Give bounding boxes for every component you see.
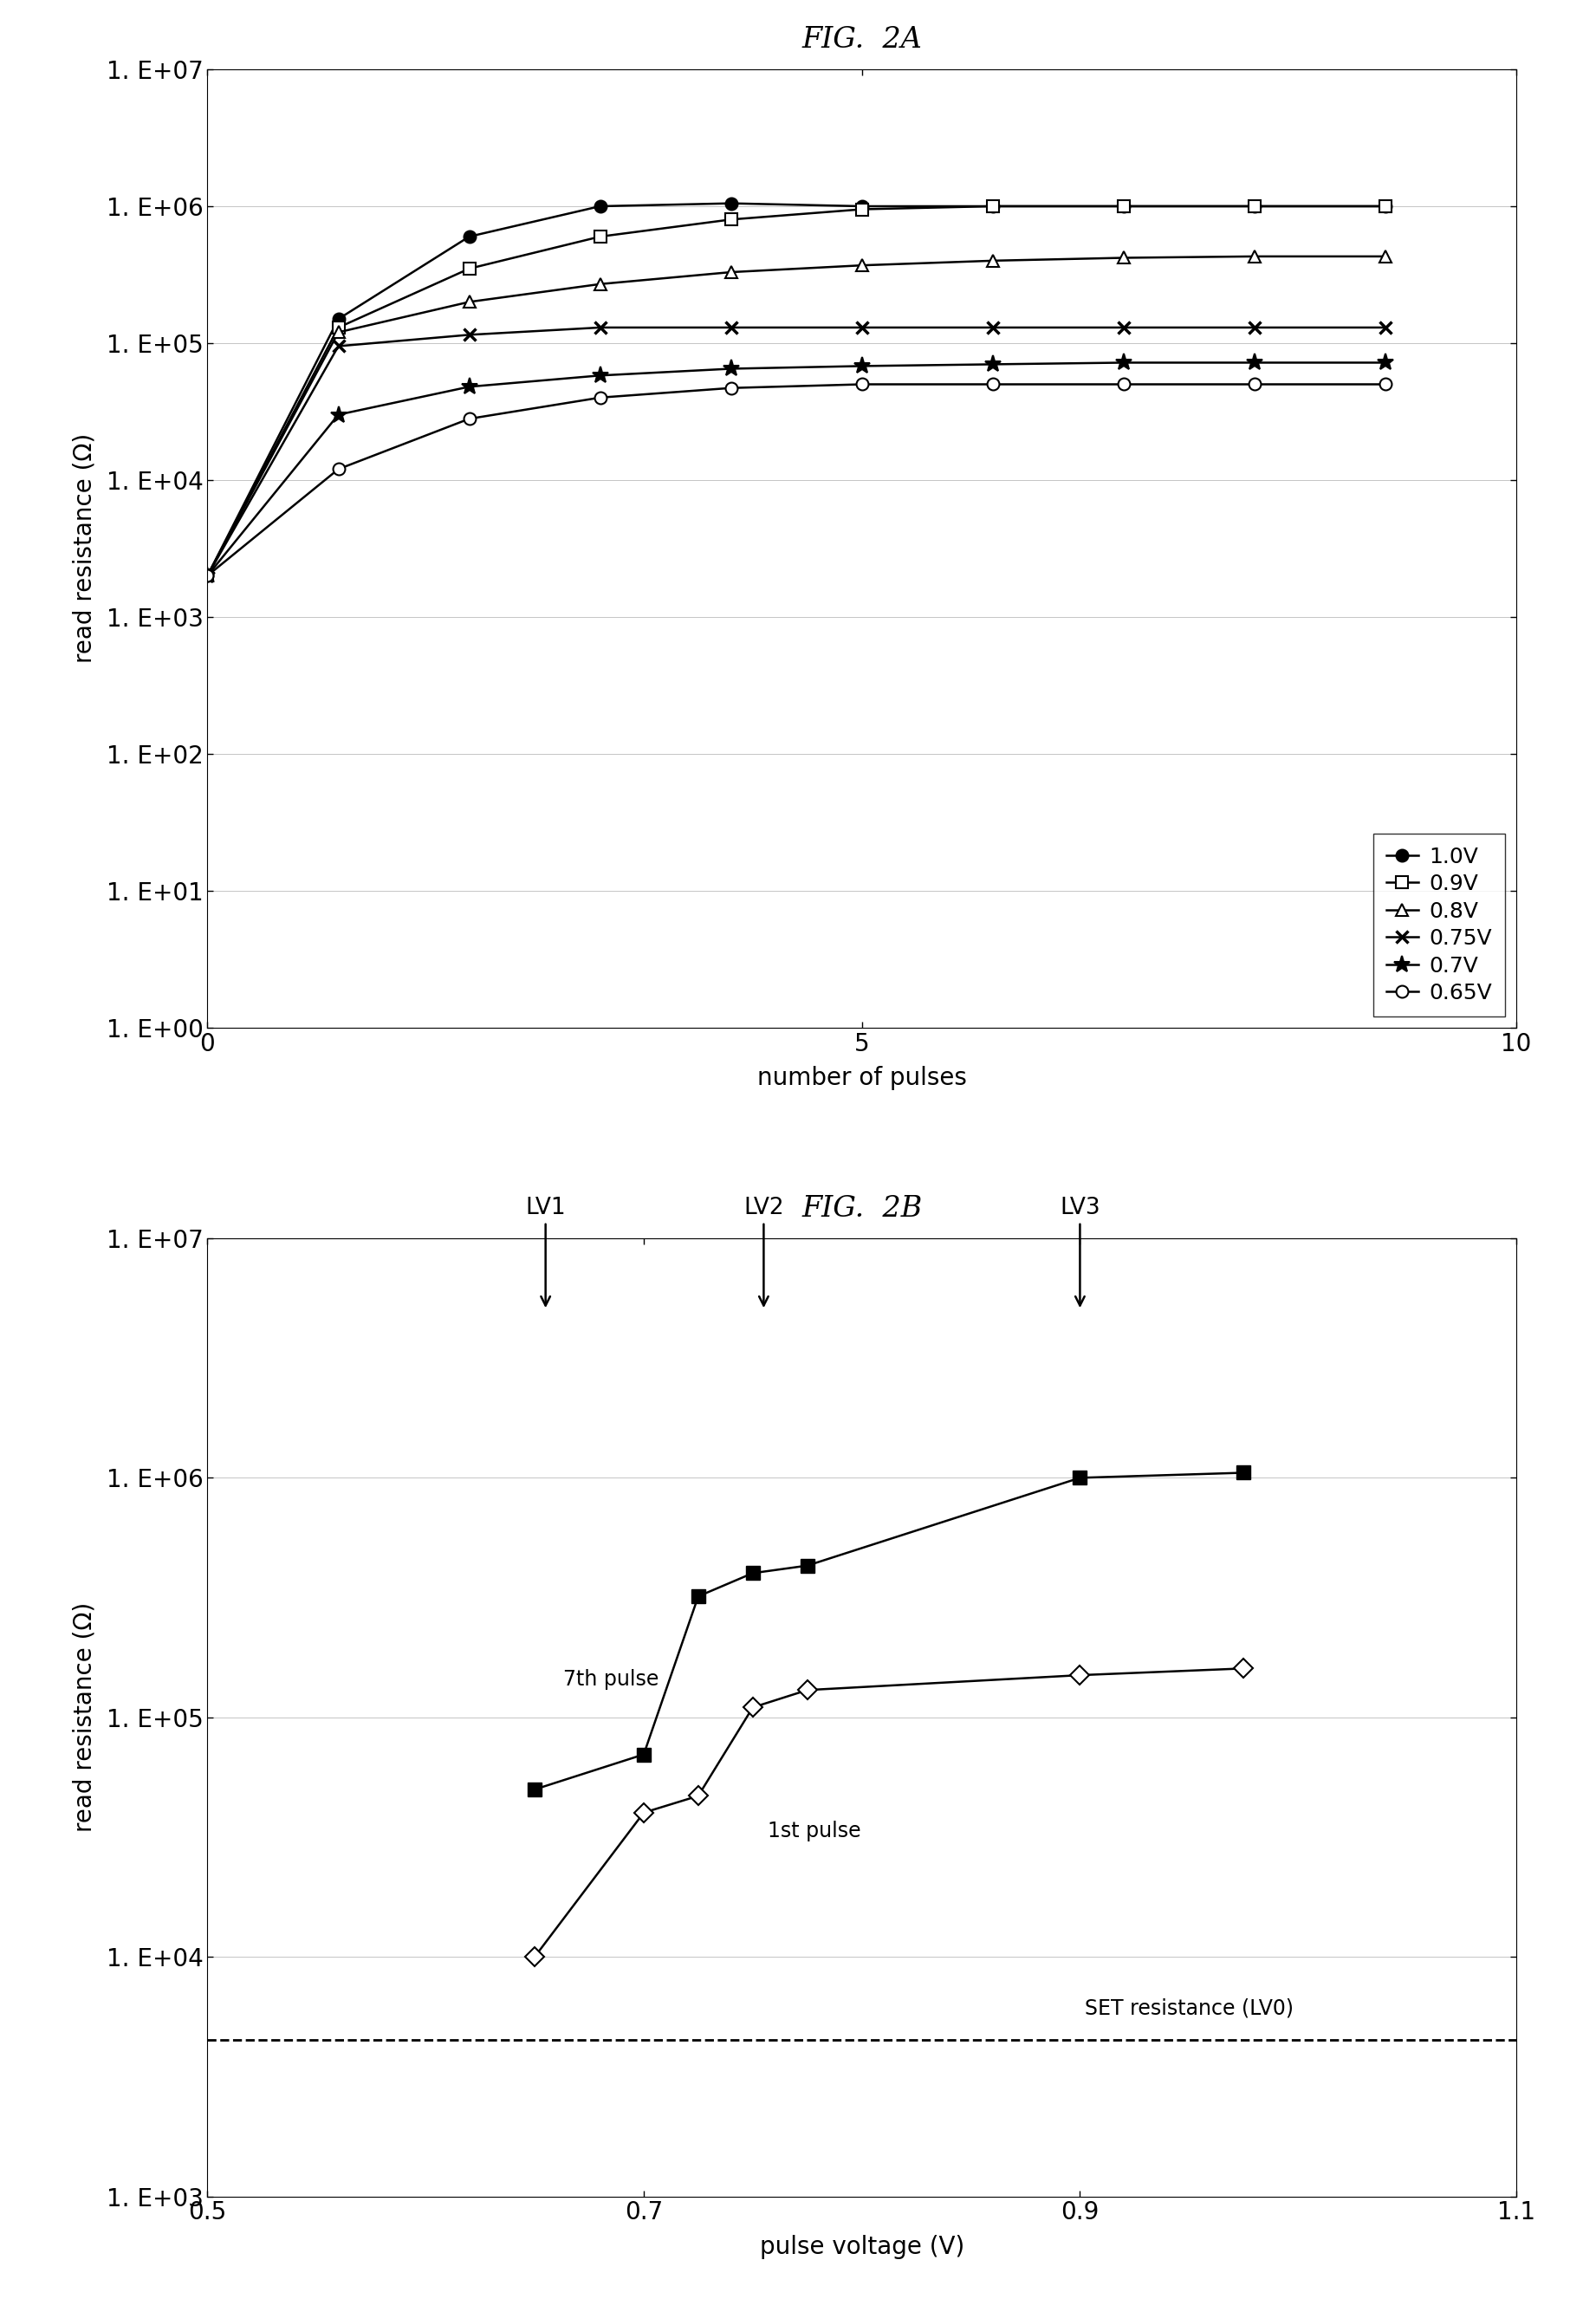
0.9V bbox=[460, 254, 479, 282]
0.7V bbox=[1114, 349, 1133, 377]
Line: 0.9V: 0.9V bbox=[201, 201, 1392, 583]
X-axis label: pulse voltage (V): pulse voltage (V) bbox=[760, 2233, 964, 2259]
0.7V bbox=[460, 372, 479, 400]
0.7V bbox=[591, 361, 610, 388]
0.75V bbox=[1376, 314, 1395, 342]
0.9V bbox=[198, 562, 217, 590]
0.7V bbox=[1245, 349, 1264, 377]
0.9V bbox=[1114, 192, 1133, 220]
Text: 7th pulse: 7th pulse bbox=[563, 1669, 659, 1690]
0.65V bbox=[1245, 370, 1264, 398]
Text: LV2: LV2 bbox=[744, 1198, 784, 1306]
Title: FIG.  2A: FIG. 2A bbox=[801, 25, 922, 53]
0.8V bbox=[852, 252, 871, 280]
0.7V bbox=[198, 562, 217, 590]
0.9V bbox=[721, 206, 741, 234]
0.8V bbox=[460, 289, 479, 317]
Line: 0.7V: 0.7V bbox=[200, 354, 1393, 585]
0.65V bbox=[591, 384, 610, 412]
1.0V bbox=[983, 192, 1002, 220]
1.0V bbox=[198, 562, 217, 590]
0.9V bbox=[1376, 192, 1395, 220]
0.65V bbox=[721, 375, 741, 402]
0.8V bbox=[591, 271, 610, 298]
0.8V bbox=[198, 562, 217, 590]
0.7V bbox=[1376, 349, 1395, 377]
1.0V bbox=[721, 190, 741, 217]
0.9V bbox=[591, 222, 610, 250]
0.75V bbox=[721, 314, 741, 342]
0.7V bbox=[852, 351, 871, 379]
Title: FIG.  2B: FIG. 2B bbox=[801, 1195, 922, 1223]
1.0V bbox=[329, 305, 348, 333]
0.8V bbox=[721, 259, 741, 287]
0.75V bbox=[983, 314, 1002, 342]
Legend: 1.0V, 0.9V, 0.8V, 0.75V, 0.7V, 0.65V: 1.0V, 0.9V, 0.8V, 0.75V, 0.7V, 0.65V bbox=[1373, 832, 1505, 1017]
0.75V bbox=[1114, 314, 1133, 342]
1.0V bbox=[591, 192, 610, 220]
0.9V bbox=[329, 314, 348, 342]
0.7V bbox=[983, 351, 1002, 379]
0.8V bbox=[329, 319, 348, 347]
0.9V bbox=[983, 192, 1002, 220]
0.75V bbox=[852, 314, 871, 342]
0.65V bbox=[1114, 370, 1133, 398]
1.0V bbox=[1245, 192, 1264, 220]
Line: 1.0V: 1.0V bbox=[201, 197, 1392, 583]
Text: LV1: LV1 bbox=[525, 1198, 565, 1306]
1.0V bbox=[852, 192, 871, 220]
1.0V bbox=[1114, 192, 1133, 220]
Text: LV3: LV3 bbox=[1060, 1198, 1100, 1306]
Line: 0.65V: 0.65V bbox=[201, 379, 1392, 583]
0.8V bbox=[1114, 245, 1133, 273]
0.65V bbox=[329, 455, 348, 483]
0.8V bbox=[1376, 243, 1395, 271]
0.65V bbox=[1376, 370, 1395, 398]
Y-axis label: read resistance (Ω): read resistance (Ω) bbox=[72, 432, 97, 664]
0.9V bbox=[1245, 192, 1264, 220]
0.8V bbox=[1245, 243, 1264, 271]
Text: SET resistance (LV0): SET resistance (LV0) bbox=[1085, 1998, 1293, 2018]
0.75V bbox=[591, 314, 610, 342]
1.0V bbox=[460, 222, 479, 250]
0.8V bbox=[983, 247, 1002, 275]
Y-axis label: read resistance (Ω): read resistance (Ω) bbox=[72, 1602, 97, 1833]
0.75V bbox=[460, 321, 479, 349]
0.75V bbox=[1245, 314, 1264, 342]
Line: 0.8V: 0.8V bbox=[201, 250, 1392, 583]
0.7V bbox=[721, 354, 741, 381]
X-axis label: number of pulses: number of pulses bbox=[757, 1066, 967, 1089]
0.65V bbox=[198, 562, 217, 590]
0.65V bbox=[460, 405, 479, 432]
0.75V bbox=[329, 333, 348, 361]
Text: 1st pulse: 1st pulse bbox=[768, 1822, 862, 1843]
0.65V bbox=[983, 370, 1002, 398]
0.65V bbox=[852, 370, 871, 398]
Line: 0.75V: 0.75V bbox=[201, 321, 1392, 583]
1.0V bbox=[1376, 192, 1395, 220]
0.7V bbox=[329, 400, 348, 428]
0.9V bbox=[852, 197, 871, 224]
0.75V bbox=[198, 562, 217, 590]
